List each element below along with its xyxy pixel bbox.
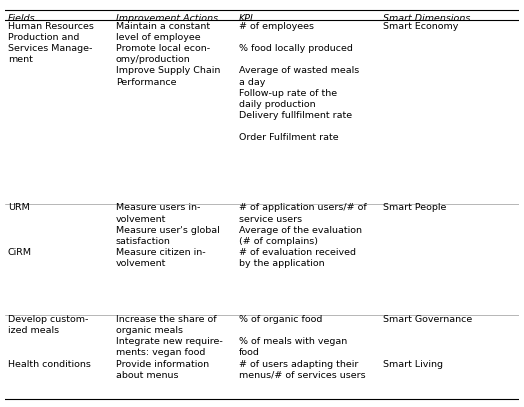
Text: KPI: KPI [239, 14, 254, 23]
Text: Fields: Fields [8, 14, 36, 23]
Text: # of application users/# of
service users
Average of the evaluation
(# of compla: # of application users/# of service user… [239, 204, 367, 268]
Text: Measure users in-
volvement
Measure user's global
satisfaction
Measure citizen i: Measure users in- volvement Measure user… [116, 204, 220, 268]
Text: Smart Economy: Smart Economy [383, 22, 458, 31]
Text: % of organic food

% of meals with vegan
food
# of users adapting their
menus/# : % of organic food % of meals with vegan … [239, 315, 366, 380]
Text: Smart Governance



Smart Living: Smart Governance Smart Living [383, 315, 472, 369]
Text: Smart People: Smart People [383, 204, 446, 212]
Text: Improvement Actions: Improvement Actions [116, 14, 218, 23]
Text: Human Resources
Production and
Services Manage-
ment: Human Resources Production and Services … [8, 22, 94, 64]
Text: URM



CiRM: URM CiRM [8, 204, 32, 257]
Text: Maintain a constant
level of employee
Promote local econ-
omy/production
Improve: Maintain a constant level of employee Pr… [116, 22, 220, 87]
Text: Increase the share of
organic meals
Integrate new require-
ments: vegan food
Pro: Increase the share of organic meals Inte… [116, 315, 222, 380]
Text: # of employees

% food locally produced

Average of wasted meals
a day
Follow-up: # of employees % food locally produced A… [239, 22, 359, 142]
Text: Smart Dimensions: Smart Dimensions [383, 14, 470, 23]
Text: Develop custom-
ized meals


Health conditions: Develop custom- ized meals Health condit… [8, 315, 91, 369]
